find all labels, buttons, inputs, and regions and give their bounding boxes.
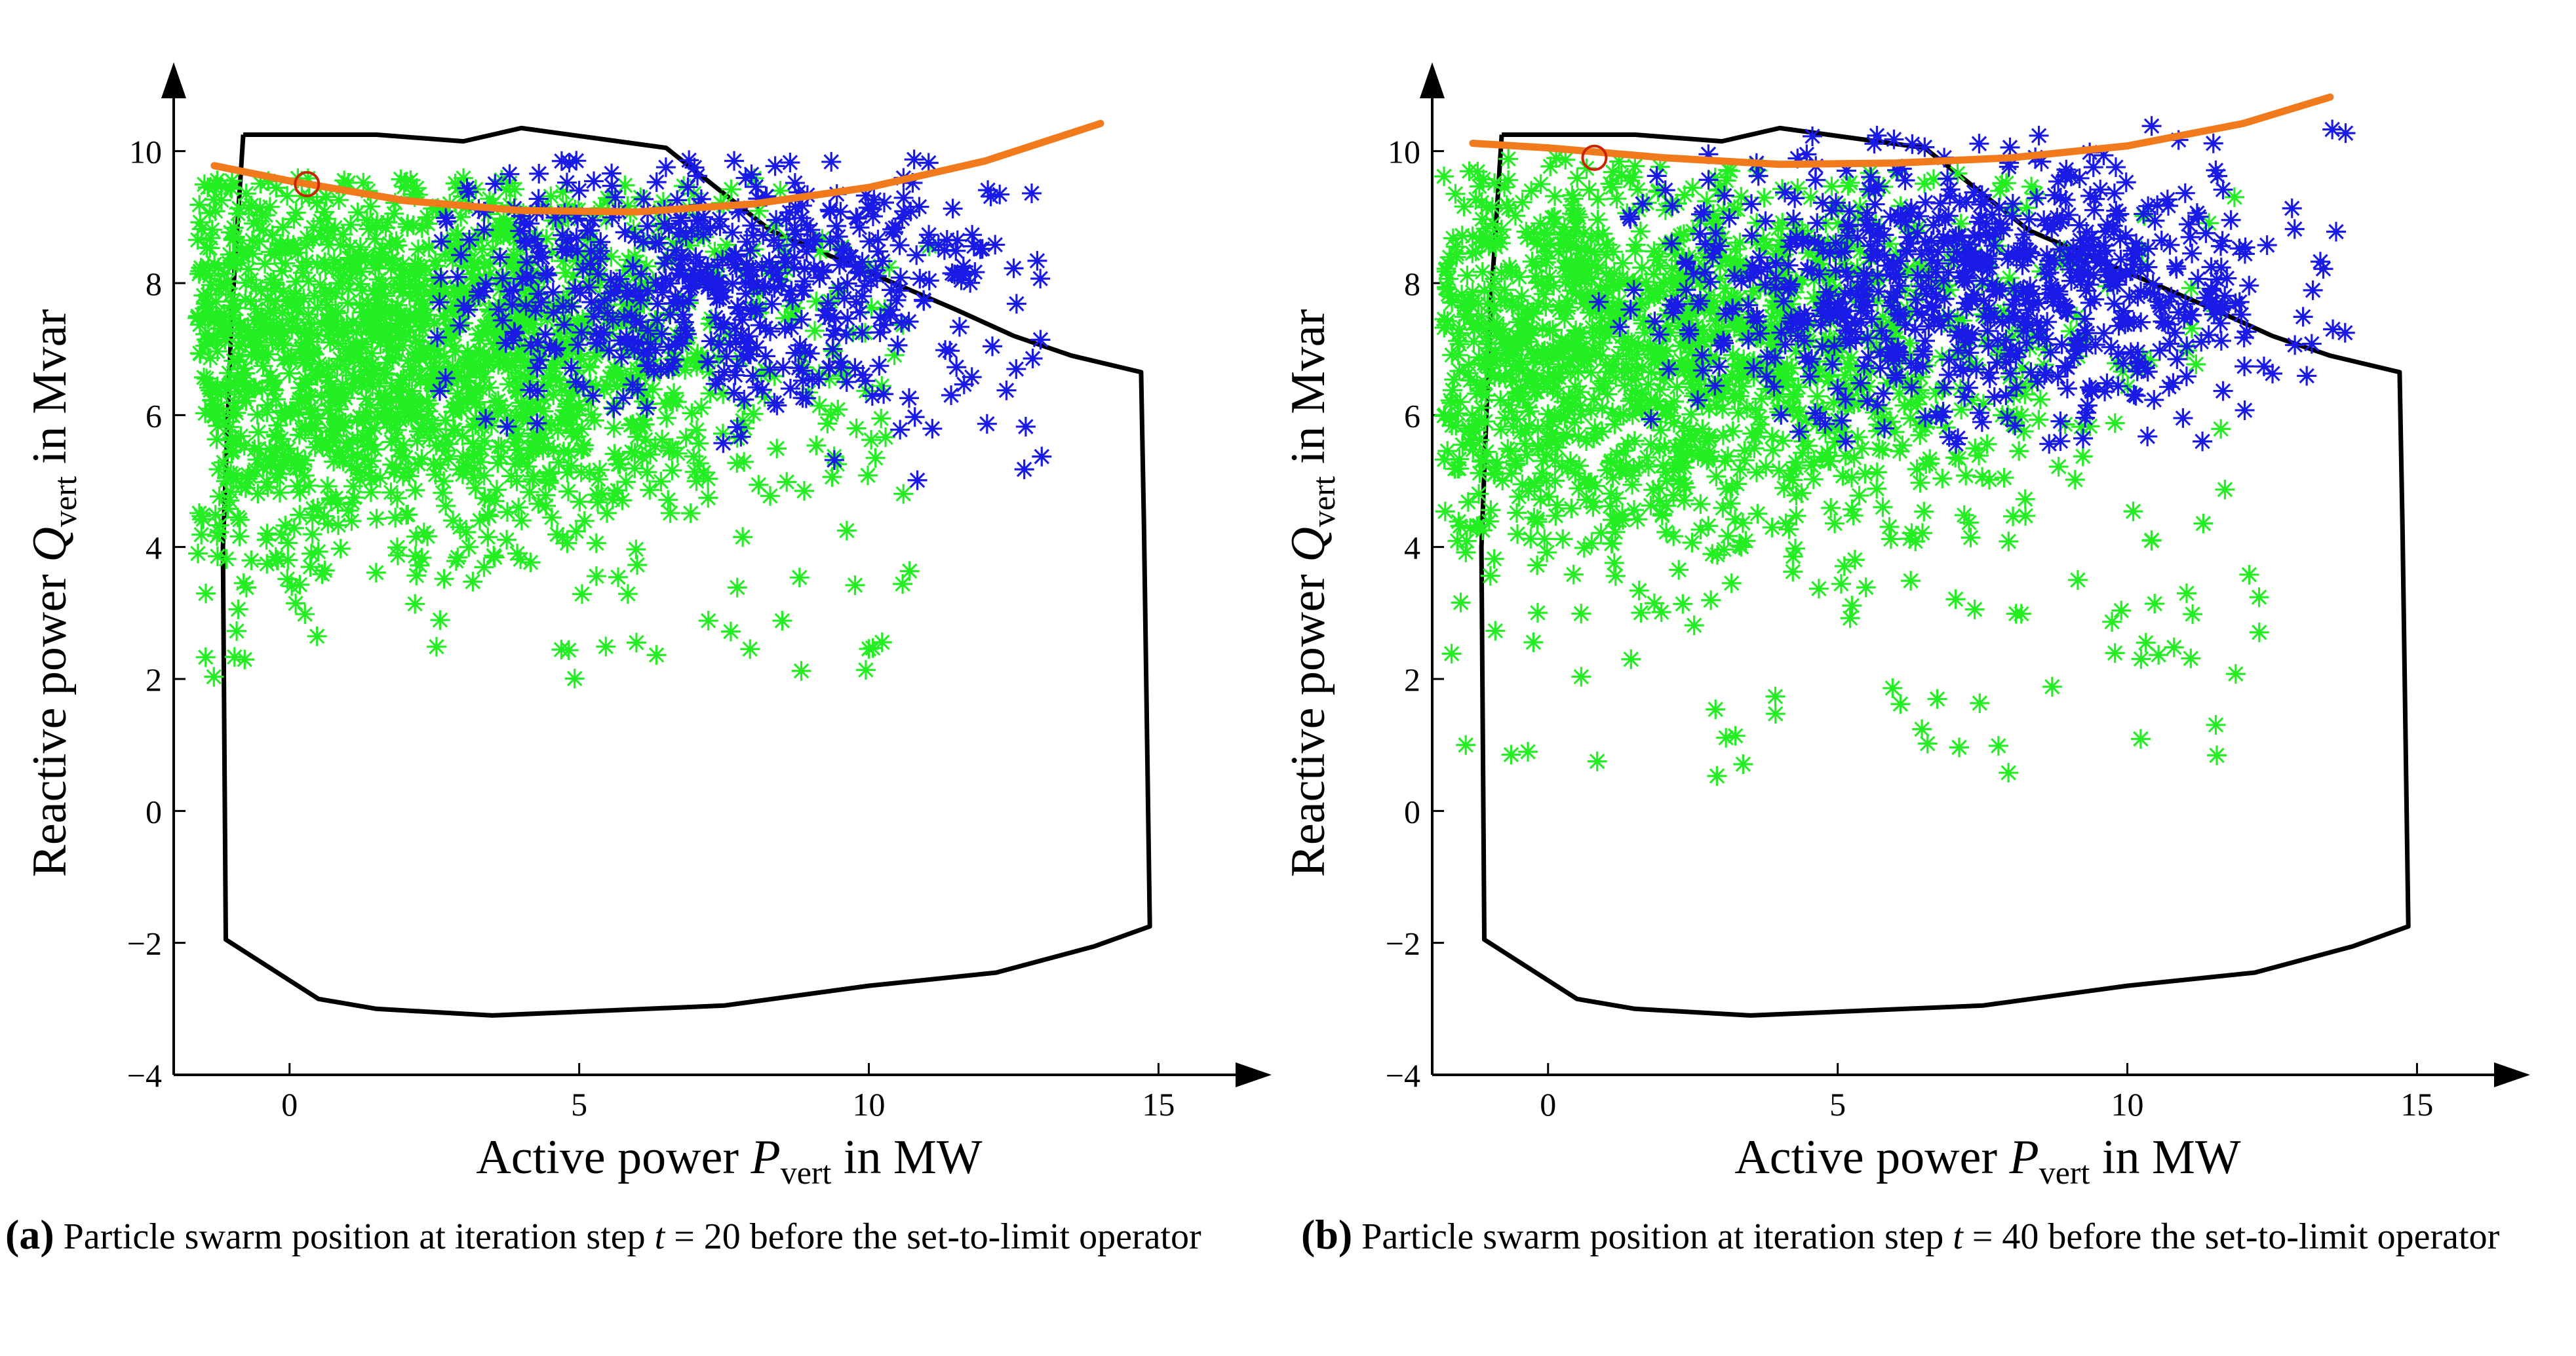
x-tick-label: 0 [281,1086,298,1123]
orange-curve [210,119,1104,216]
x-axis-arrow [2494,1062,2530,1087]
y-tick-label: 0 [1404,793,1420,830]
y-tick-label: 6 [1404,397,1420,434]
x-tick-label: 15 [1142,1086,1175,1123]
optimum-marker [294,171,321,197]
x-axis-title: Active power Pvert in MW [1734,1131,2240,1191]
green-particles-points [187,168,939,689]
caption-a-text-before: Particle swarm position at iteration ste… [63,1216,655,1257]
x-tick-label: 10 [2111,1086,2144,1123]
chart-panel-b: 0 5 10 15 −4 −2 0 2 4 6 8 10 Active power Pvert in M… [1281,62,2530,1191]
y-tick-label: 4 [146,530,162,566]
y-tick-label: −2 [1386,925,1420,962]
x-axis-title: Active power Pvert in MW [476,1131,982,1191]
blue-particles [1589,116,2356,454]
y-tick-label: 8 [1404,265,1420,302]
caption-a-text-after: = 20 before the set-to-limit operator [665,1216,1201,1257]
y-tick-label: 10 [129,134,162,170]
orange-curve [1469,93,2334,168]
optimum-marker [1581,144,1608,171]
caption-a: (a) Particle swarm position at iteration… [5,1209,1290,1262]
x-tick-label: 10 [853,1086,886,1123]
y-tick-label: 8 [146,265,162,302]
x-tick-label: 5 [571,1086,587,1123]
caption-b: (b) Particle swarm position at iteration… [1301,1209,2566,1262]
y-tick-label: −2 [127,925,162,962]
y-tick-label: 2 [146,661,162,698]
chart-panel-a: 0 5 10 15 −4 −2 0 2 4 6 8 10 Active power Pvert in M… [23,62,1272,1191]
y-axis-arrow [161,62,186,98]
caption-b-var: t [1953,1216,1963,1257]
x-axis-arrow [1236,1062,1272,1087]
blue-particles [427,149,1052,490]
caption-a-var: t [654,1216,665,1257]
x-tick-label: 15 [2400,1086,2433,1123]
y-axis-title: Reactive power Qvert in Mvar [1281,309,1342,878]
blue-particles-points [427,149,1052,490]
y-tick-label: 0 [146,793,162,830]
caption-b-tag: (b) [1301,1211,1353,1258]
y-axis-arrow [1420,62,1445,98]
y-tick-label: 2 [1404,661,1420,698]
y-tick-label: 6 [146,397,162,434]
boundary-polygon [220,125,1152,1018]
y-tick-label: 10 [1388,134,1420,170]
green-particles [187,168,939,689]
y-tick-label: −4 [127,1057,162,1094]
caption-b-text-after: = 40 before the set-to-limit operator [1962,1216,2500,1257]
y-tick-label: 4 [1404,530,1420,566]
x-tick-label: 5 [1829,1086,1846,1123]
y-axis-title: Reactive power Qvert in Mvar [23,309,83,878]
caption-b-text-before: Particle swarm position at iteration ste… [1361,1216,1953,1257]
caption-a-tag: (a) [5,1211,54,1258]
y-tick-label: −4 [1386,1057,1420,1094]
x-tick-label: 0 [1540,1086,1556,1123]
blue-particles-points [1589,116,2356,454]
